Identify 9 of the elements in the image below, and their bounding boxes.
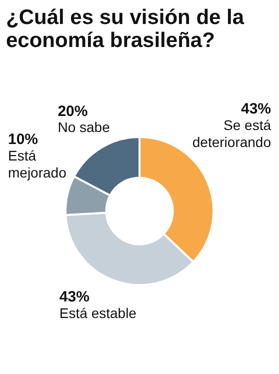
slice-label: Está mejorado: [8, 147, 67, 180]
chart-title: ¿Cuál es su visión de la economía brasileña?: [6, 6, 246, 52]
data-label: 43%: [59, 288, 90, 306]
data-label: 20%: [58, 102, 88, 120]
data-label: 10%: [8, 131, 38, 148]
slice-label: No sabe: [58, 119, 110, 136]
slice-label: Está estable: [59, 304, 137, 321]
slice-label: Se está deteriorando: [192, 116, 272, 150]
data-label: 43%: [240, 100, 272, 118]
